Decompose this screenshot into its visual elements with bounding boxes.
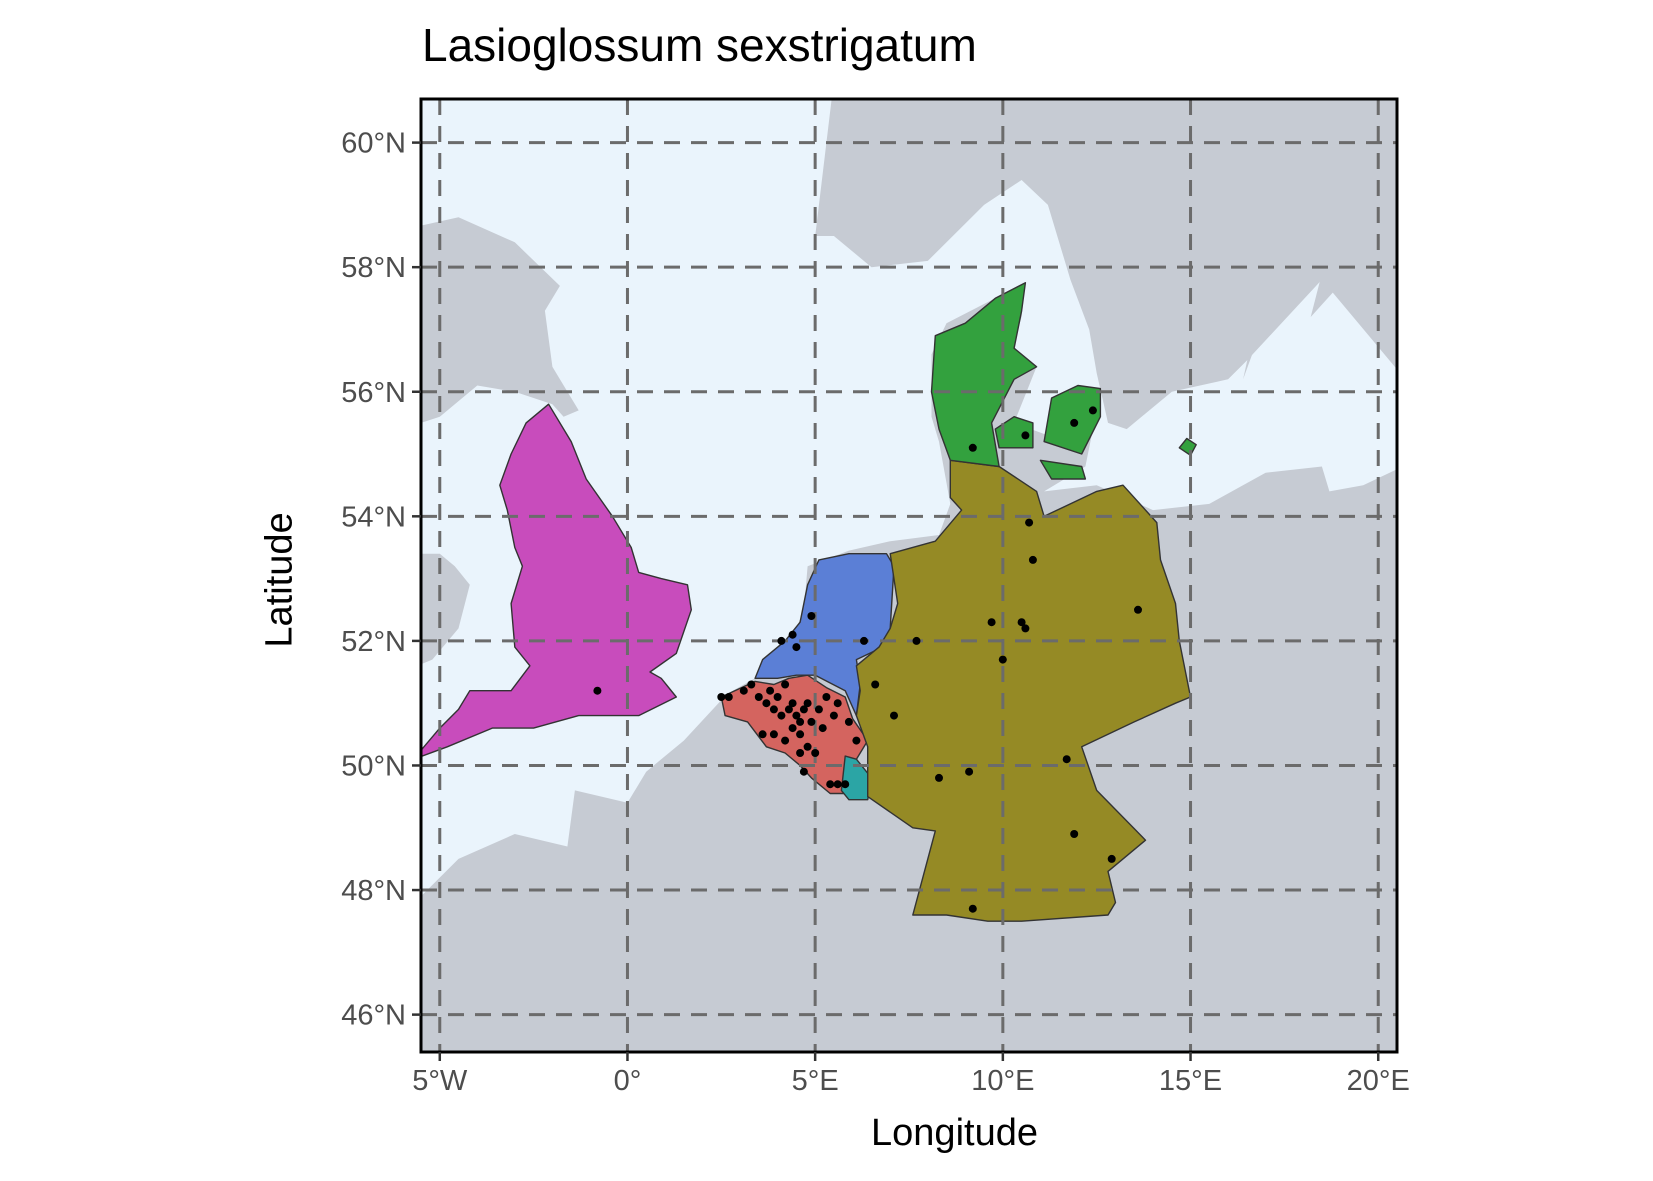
occurrence-point: [788, 630, 797, 639]
occurrence-point: [833, 780, 842, 789]
occurrence-point: [965, 767, 974, 776]
y-tick-label: 52°N: [341, 626, 406, 658]
region-luxembourg: [840, 755, 873, 801]
occurrence-point: [777, 636, 786, 645]
occurrence-point: [968, 904, 977, 913]
occurrence-point: [799, 705, 808, 714]
occurrence-point: [1028, 555, 1037, 564]
y-tick-label: 46°N: [341, 1000, 406, 1032]
occurrence-point: [739, 686, 748, 695]
occurrence-point: [1025, 518, 1034, 527]
occurrence-point: [871, 680, 880, 689]
wales-ireland-land: [421, 553, 470, 665]
occurrence-point: [1134, 605, 1142, 614]
occurrence-point: [844, 717, 853, 726]
oland-land: [1243, 310, 1266, 380]
occurrence-point: [807, 612, 816, 620]
x-tick-label: 0°: [614, 1065, 642, 1097]
x-tick-label: 15°E: [1159, 1065, 1222, 1097]
occurrence-point: [747, 680, 756, 689]
occurrence-point: [781, 736, 790, 745]
region-denmark-lolland: [1039, 459, 1087, 480]
x-tick-label: 20°E: [1347, 1065, 1410, 1097]
occurrence-point: [717, 693, 726, 701]
occurrence-point: [1070, 418, 1079, 427]
occurrence-point: [1088, 406, 1097, 415]
occurrence-point: [1062, 755, 1071, 764]
x-tick-label: 5°E: [792, 1065, 839, 1097]
y-tick-label: 60°N: [341, 128, 406, 160]
region-germany: [855, 459, 1192, 922]
occurrence-points: [593, 406, 1142, 913]
occurrence-point: [811, 749, 820, 757]
occurrence-point: [987, 618, 996, 627]
map-title: Lasioglossum sexstrigatum: [422, 19, 977, 71]
occurrence-point: [912, 636, 921, 645]
occurrence-point: [796, 749, 805, 757]
occurrence-point: [1021, 431, 1030, 440]
y-tick-label: 48°N: [341, 875, 406, 907]
occurrence-point: [998, 655, 1007, 664]
occurrence-point: [822, 693, 831, 701]
occurrence-point: [807, 717, 816, 726]
occurrence-point: [593, 686, 602, 695]
region-england: [421, 403, 692, 758]
occurrence-point: [826, 780, 835, 789]
occurrence-point: [829, 711, 838, 720]
graticule: [421, 99, 1397, 1052]
gotland-land: [1310, 267, 1345, 317]
occurrence-point: [781, 680, 790, 689]
occurrence-point: [769, 705, 778, 714]
occurrence-point: [792, 643, 801, 652]
occurrence-point: [769, 730, 778, 739]
y-tick-label: 58°N: [341, 252, 406, 284]
axes: 5°W 0° 5°E 10°E 15°E 20°E 46°N 48°N 50°N 52°N 54°N…: [341, 128, 1410, 1097]
scotland-land: [421, 217, 579, 423]
occurrence-point: [796, 717, 805, 726]
occurrence-point: [852, 736, 861, 745]
occurrence-point: [766, 686, 775, 695]
occurrence-point: [1070, 830, 1079, 838]
x-axis-label: Longitude: [871, 1112, 1038, 1154]
occurrence-point: [754, 693, 763, 701]
occurrence-point: [833, 699, 842, 708]
occurrence-point: [788, 724, 797, 733]
occurrence-point: [1107, 854, 1116, 863]
occurrence-point: [935, 773, 943, 782]
highlighted-regions: [421, 282, 1197, 922]
occurrence-point: [784, 705, 793, 714]
x-tick-label: 10°E: [971, 1065, 1034, 1097]
occurrence-point: [841, 780, 850, 789]
occurrence-point: [796, 730, 805, 739]
occurrence-point: [818, 724, 827, 733]
occurrence-point: [803, 699, 812, 708]
occurrence-point: [1017, 618, 1026, 627]
occurrence-point: [890, 711, 898, 720]
occurrence-point: [1021, 624, 1030, 633]
occurrence-point: [724, 693, 733, 701]
region-denmark-jutland: [930, 282, 1038, 468]
y-tick-label: 54°N: [341, 501, 406, 533]
occurrence-point: [968, 443, 977, 452]
y-tick-label: 50°N: [341, 750, 406, 782]
occurrence-point: [773, 693, 782, 701]
occurrence-point: [814, 705, 823, 714]
occurrence-point: [803, 742, 812, 751]
occurrence-point: [788, 699, 797, 708]
x-tick-label: 5°W: [412, 1065, 468, 1097]
occurrence-point: [777, 711, 786, 720]
occurrence-point: [758, 730, 767, 739]
occurrence-point: [762, 699, 771, 708]
y-tick-label: 56°N: [341, 377, 406, 409]
occurrence-point: [860, 636, 868, 645]
occurrence-point: [792, 711, 801, 720]
y-axis-label: Latitude: [258, 512, 301, 648]
region-denmark-funen: [994, 416, 1034, 449]
panel-border: [419, 97, 1399, 1054]
occurrence-point: [799, 767, 808, 776]
